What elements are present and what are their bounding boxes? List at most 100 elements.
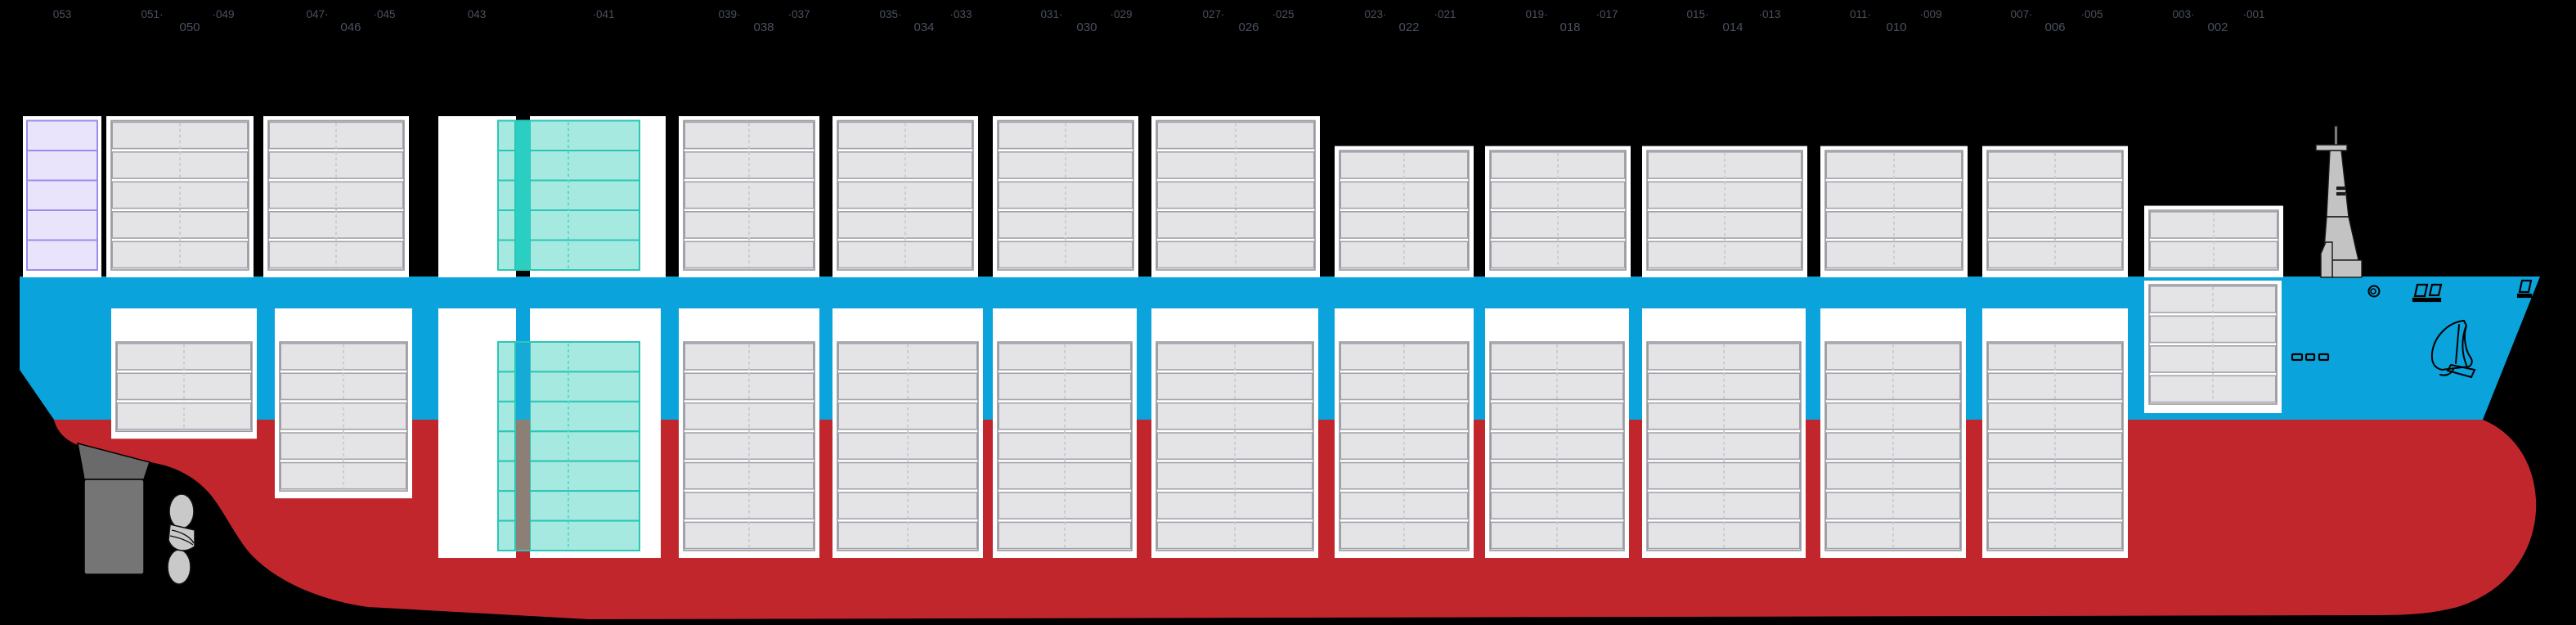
hold-below-hold-022[interactable] (1339, 341, 1470, 551)
bay-label-010: 010 (1886, 20, 1906, 34)
hold-below-hold-014[interactable] (1646, 341, 1802, 551)
selected-bay-042[interactable] (497, 116, 640, 552)
slot-cell[interactable] (837, 342, 978, 371)
bay-label-026: 026 (1238, 20, 1259, 34)
selected-slot-cell[interactable] (529, 150, 640, 182)
bay-label-038: 038 (753, 20, 774, 34)
selected-slot-cell[interactable] (497, 150, 516, 182)
bay-label-031: 031· (1040, 8, 1062, 20)
hold-above-bays-039-037[interactable] (683, 119, 815, 271)
anchor-icon (2430, 319, 2476, 379)
selected-slot-cell[interactable] (529, 400, 640, 433)
rudder-icon (77, 442, 150, 575)
selected-slot-cell[interactable] (529, 490, 640, 522)
bay-label-005: ·005 (2080, 8, 2103, 20)
hold-below-hold-050[interactable] (115, 341, 253, 433)
selected-slot-cell[interactable] (497, 400, 516, 433)
selected-slot-cell[interactable] (497, 119, 516, 151)
selected-slot-cell[interactable] (497, 179, 516, 211)
bay-label-021: ·021 (1434, 8, 1456, 20)
hold-below-hold-026[interactable] (1156, 341, 1314, 551)
hold-above-bays-031-029[interactable] (997, 119, 1134, 271)
hold-below-hold-046[interactable] (279, 341, 408, 492)
bay-label-045: ·045 (373, 8, 395, 20)
bay-label-029: ·029 (1110, 8, 1132, 20)
bay-label-034: 034 (913, 20, 934, 34)
selected-slot-cell[interactable] (529, 341, 640, 373)
hold-above-bays-015-013[interactable] (1646, 150, 1803, 271)
hold-above-bays-007-005[interactable] (1986, 150, 2124, 271)
selected-slot-cell[interactable] (497, 209, 516, 241)
bay-label-019: 019· (1525, 8, 1547, 20)
bay-label-047: 047· (306, 8, 328, 20)
bay-label-009: ·009 (1919, 8, 1941, 20)
hold-above-bays-003-001[interactable] (2148, 209, 2279, 271)
selected-slot-cell[interactable] (529, 239, 640, 271)
slot-cell[interactable] (26, 179, 98, 211)
hold-above-bays-035-033[interactable] (837, 119, 974, 271)
selected-slot-cell[interactable] (529, 371, 640, 402)
hold-above-bays-019-017[interactable] (1489, 150, 1627, 271)
foremast-icon (2315, 125, 2363, 278)
bay-label-041: ·041 (592, 8, 614, 20)
bay-label-007: 007· (2010, 8, 2032, 20)
selected-slot-cell[interactable] (529, 119, 640, 151)
bridge-windows-icon (2412, 283, 2443, 303)
hold-below-hold-034[interactable] (837, 341, 979, 551)
selected-slot-cell[interactable] (529, 519, 640, 552)
bay-label-027: 027· (1202, 8, 1224, 20)
hold-below-hold-006[interactable] (1986, 341, 2124, 551)
hold-above-bays-047-045[interactable] (267, 119, 405, 271)
bay-label-018: 018 (1560, 20, 1580, 34)
bay-label-037: ·037 (788, 8, 810, 20)
bay-label-050: 050 (179, 20, 200, 34)
hold-below-hold-038[interactable] (683, 341, 815, 551)
bay-label-011: 011· (1850, 8, 1871, 20)
bay-label-033: ·033 (949, 8, 972, 20)
hold-above-bay-053[interactable] (26, 119, 98, 271)
selected-slot-cell[interactable] (497, 460, 516, 492)
bay-label-013: ·013 (1758, 8, 1780, 20)
slot-cell[interactable] (684, 121, 815, 150)
selected-slot-cell[interactable] (529, 460, 640, 492)
hold-below-hold-018[interactable] (1489, 341, 1625, 551)
hold-above-bays-051-049[interactable] (110, 119, 249, 271)
bay-label-039: 039· (718, 8, 740, 20)
selected-slot-cell[interactable] (529, 209, 640, 241)
selected-slot-cell[interactable] (497, 519, 516, 552)
freeboard-dashes-icon (2291, 353, 2330, 362)
bay-label-046: 046 (340, 20, 361, 34)
bay-label-015: 015· (1686, 8, 1708, 20)
slot-cell[interactable] (116, 372, 252, 401)
bay-label-014: 014 (1722, 20, 1743, 34)
bay-label-043: 043 (468, 8, 487, 20)
hold-below-hold-002[interactable] (2148, 284, 2278, 405)
bow-flag-icon (2516, 279, 2533, 299)
slot-cell[interactable] (998, 372, 1132, 401)
bay-label-030: 030 (1076, 20, 1097, 34)
selected-slot-cell[interactable] (529, 179, 640, 211)
selected-slot-cell[interactable] (497, 239, 516, 271)
selected-slot-cell[interactable] (497, 490, 516, 522)
hold-below-hold-010[interactable] (1824, 341, 1962, 551)
bay-label-022: 022 (1398, 20, 1419, 34)
hold-above-bays-023-021[interactable] (1339, 150, 1470, 271)
selected-slot-cell[interactable] (529, 430, 640, 462)
slot-cell[interactable] (26, 239, 98, 271)
hold-above-bays-011-009[interactable] (1824, 150, 1963, 271)
bay-number-labels: 053 051· 050 ·049 047· 046 ·045 043 ·041 039· 038 ·… (53, 8, 2265, 34)
selected-slot-cell[interactable] (497, 341, 516, 373)
hold-above-bays-027-025[interactable] (1156, 119, 1316, 271)
selected-slot-cell[interactable] (497, 371, 516, 402)
slot-cell[interactable] (26, 209, 98, 241)
selected-slot-cell[interactable] (497, 430, 516, 462)
slot-cell[interactable] (26, 150, 98, 182)
porthole-icon (2367, 285, 2381, 298)
hold-below-hold-030[interactable] (997, 341, 1133, 551)
propeller-icon (167, 493, 195, 585)
bay-label-002: 002 (2207, 20, 2228, 34)
slot-cell[interactable] (26, 119, 98, 151)
bay-label-001: ·001 (2242, 8, 2264, 20)
